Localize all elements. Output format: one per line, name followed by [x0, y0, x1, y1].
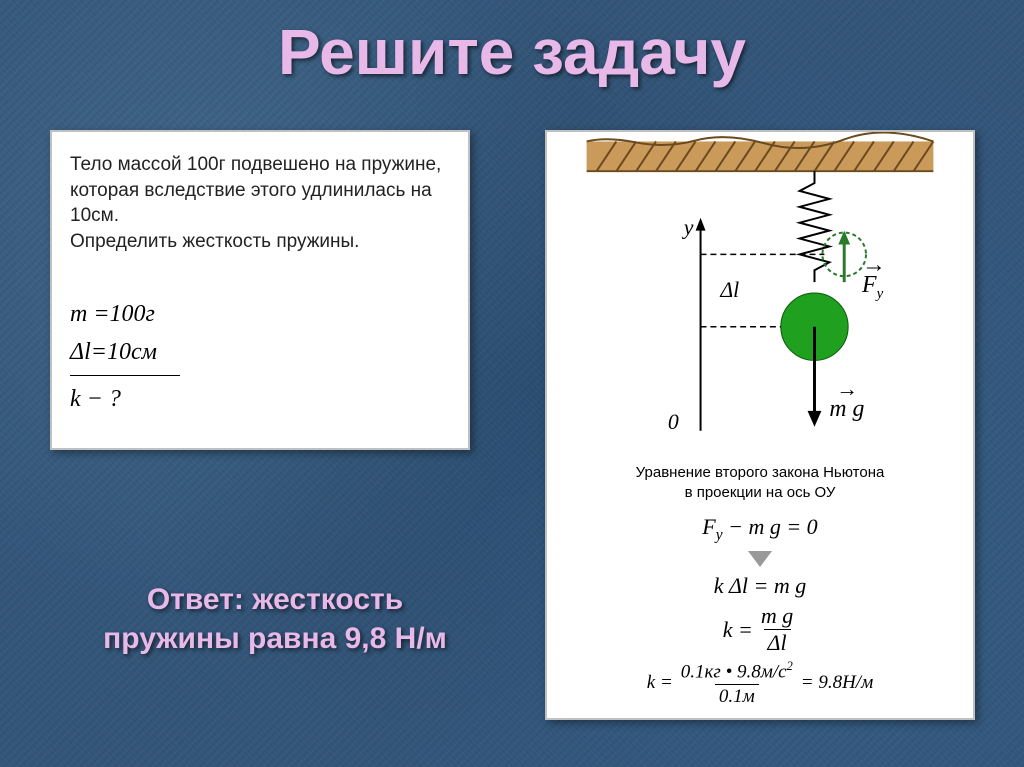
given-mass: m =100г	[70, 295, 450, 333]
problem-line-2: Определить жесткость пружины.	[70, 231, 359, 252]
eq4-lhs: k =	[647, 672, 673, 695]
given-divider	[70, 375, 180, 376]
delta-l-label: Δl	[719, 278, 739, 302]
slide-title: Решите задачу	[0, 15, 1024, 89]
physics-diagram: y 0 Δl → Fy → m g	[547, 132, 973, 462]
mg-arrowhead	[808, 411, 822, 427]
eq4-fraction: 0.1кг • 9.8м/с2 0.1м	[677, 660, 797, 705]
answer-line-2: пружины равна 9,8 Н/м	[103, 622, 447, 655]
caption-line-1: Уравнение второго закона Ньютона	[636, 464, 885, 481]
given-unknown: k − ?	[70, 380, 450, 418]
equation-4: k = 0.1кг • 9.8м/с2 0.1м = 9.8Н/м	[547, 660, 973, 705]
origin-label: 0	[668, 410, 679, 434]
equation-2: k Δl = m g	[547, 573, 973, 599]
answer-text: Ответ: жесткость пружины равна 9,8 Н/м	[60, 580, 490, 658]
equation-3: k = m g Δl	[547, 605, 973, 654]
eq3-den: Δl	[764, 629, 791, 654]
equations-block: Fy − m g = 0 k Δl = m g k = m g Δl k = 0…	[547, 514, 973, 706]
eq4-den: 0.1м	[715, 684, 759, 706]
eq3-fraction: m g Δl	[757, 605, 797, 654]
y-axis-label: y	[682, 216, 694, 240]
answer-line-1: Ответ: жесткость	[147, 583, 403, 616]
derivation-arrow-icon	[748, 551, 772, 567]
problem-statement: Тело массой 100г подвешено на пружине, к…	[70, 152, 450, 255]
eq4-rhs: = 9.8Н/м	[801, 672, 873, 695]
given-data: m =100г Δl=10см k − ?	[70, 295, 450, 419]
eq3-lhs: k =	[723, 617, 753, 643]
solution-panel: y 0 Δl → Fy → m g Уравнение второго зако…	[545, 130, 975, 720]
y-axis-arrow	[696, 218, 706, 231]
diagram-caption: Уравнение второго закона Ньютона в проек…	[547, 463, 973, 502]
given-dl: Δl=10см	[70, 333, 450, 371]
eq3-num: m g	[757, 605, 797, 629]
problem-line-1: Тело массой 100г подвешено на пружине, к…	[70, 154, 441, 226]
eq4-num: 0.1кг • 9.8м/с2	[677, 660, 797, 683]
caption-line-2: в проекции на ось ОУ	[685, 484, 836, 501]
equation-1: Fy − m g = 0	[547, 514, 973, 545]
problem-panel: Тело массой 100г подвешено на пружине, к…	[50, 130, 470, 450]
mg-label: m g	[829, 396, 864, 422]
